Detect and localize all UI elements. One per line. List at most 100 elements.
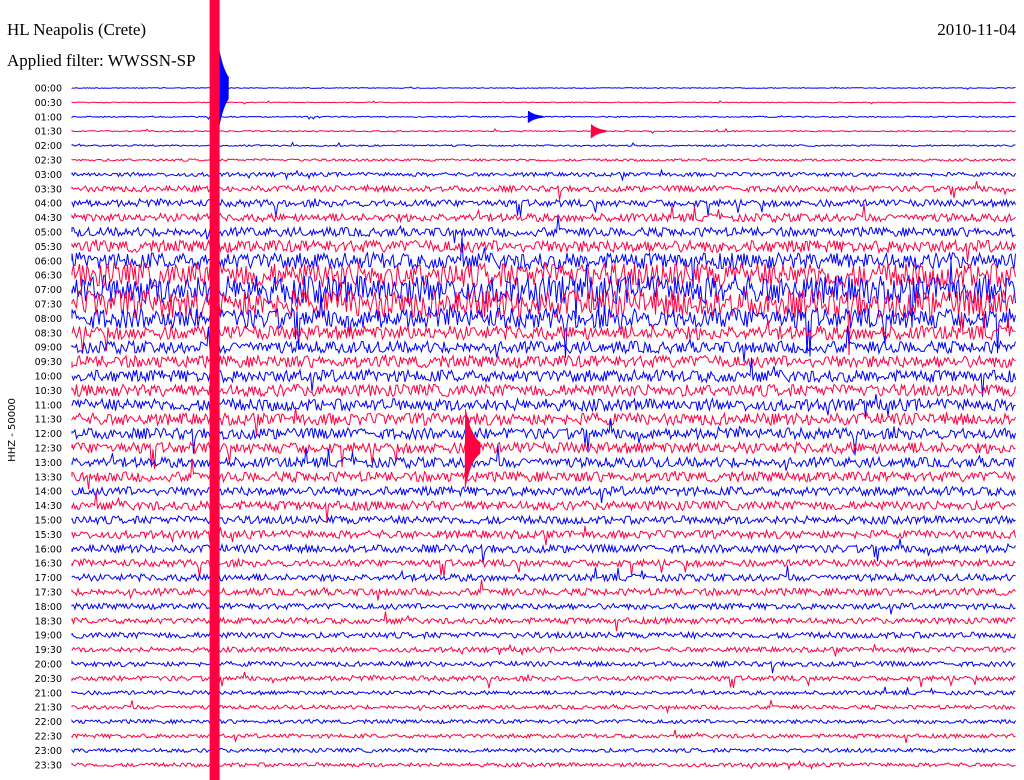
time-label: 18:30 <box>35 616 62 627</box>
trace-line <box>71 729 1016 744</box>
trace-line <box>71 538 1016 564</box>
trace-line <box>71 491 1016 522</box>
time-label: 10:30 <box>35 386 62 397</box>
time-label: 09:00 <box>35 343 62 354</box>
time-label: 20:30 <box>35 674 62 685</box>
time-label: 00:30 <box>35 98 62 109</box>
time-label: 05:00 <box>35 228 62 239</box>
big-event-band <box>209 0 220 780</box>
trace-line <box>71 394 1016 418</box>
trace-line <box>71 419 1016 456</box>
time-label: 12:00 <box>35 429 62 440</box>
time-label: 13:30 <box>35 472 62 483</box>
trace-line <box>71 325 1016 362</box>
trace-line <box>71 671 1016 689</box>
time-label: 08:00 <box>35 314 62 325</box>
trace-line <box>71 565 1016 583</box>
event-burst <box>590 124 607 139</box>
time-label-group: 00:00 00:30 01:00 01:30 02:00 02:30 03:00 03:30… <box>35 84 62 772</box>
trace-line <box>71 747 1016 754</box>
trace-line <box>71 181 1016 200</box>
time-label: 16:00 <box>35 544 62 555</box>
trace-line <box>71 440 1016 469</box>
trace-line <box>71 630 1016 640</box>
time-label: 06:30 <box>35 271 62 282</box>
trace-line <box>71 197 1016 218</box>
trace-line <box>71 406 1016 436</box>
time-label: 21:00 <box>35 688 62 699</box>
time-label: 10:00 <box>35 372 62 383</box>
trace-line <box>71 459 1016 490</box>
trace-line <box>71 579 1016 601</box>
trace-line <box>71 357 1016 397</box>
trace-line <box>71 699 1016 715</box>
time-label: 18:00 <box>35 602 62 613</box>
trace-line <box>71 203 1016 224</box>
event-burst <box>464 409 481 489</box>
trace-line <box>71 238 1016 263</box>
trace-line <box>71 236 1016 289</box>
trace-line <box>71 525 1016 546</box>
trace-line <box>71 659 1016 674</box>
time-label: 20:00 <box>35 660 62 671</box>
trace-line <box>71 312 1016 353</box>
time-label: 12:30 <box>35 444 62 455</box>
trace-line <box>71 445 1016 471</box>
trace-line <box>71 353 1016 369</box>
time-label: 19:30 <box>35 645 62 656</box>
trace-line <box>71 259 1016 328</box>
time-label: 14:30 <box>35 501 62 512</box>
event-burst <box>527 110 544 123</box>
time-label: 13:00 <box>35 458 62 469</box>
date-label: 2010-11-04 <box>937 20 1016 39</box>
trace-line <box>71 215 1016 244</box>
trace-line <box>71 514 1016 526</box>
time-label: 17:30 <box>35 588 62 599</box>
trace-line <box>71 484 1016 504</box>
trace-line <box>71 127 1016 135</box>
time-label: 14:00 <box>35 487 62 498</box>
time-label: 22:00 <box>35 717 62 728</box>
trace-line <box>71 157 1016 163</box>
trace-line <box>71 100 1016 105</box>
time-label: 02:00 <box>35 141 62 152</box>
trace-line <box>71 557 1016 578</box>
time-label: 16:30 <box>35 559 62 570</box>
trace-line <box>71 611 1016 632</box>
time-label: 07:30 <box>35 300 62 311</box>
y-axis-label: HHZ - 50000 <box>7 398 18 462</box>
time-label: 22:30 <box>35 732 62 743</box>
trace-line <box>71 759 1016 771</box>
time-label: 17:00 <box>35 573 62 584</box>
time-label: 11:30 <box>35 415 62 426</box>
time-label: 05:30 <box>35 242 62 253</box>
time-label: 07:00 <box>35 285 62 296</box>
trace-line <box>71 141 1016 148</box>
time-label: 01:00 <box>35 112 62 123</box>
trace-line <box>71 686 1016 697</box>
trace-line <box>71 643 1016 657</box>
time-label: 04:30 <box>35 213 62 224</box>
time-label: 03:00 <box>35 170 62 181</box>
time-label: 21:30 <box>35 703 62 714</box>
time-label: 06:00 <box>35 256 62 267</box>
time-label: 09:30 <box>35 357 62 368</box>
time-label: 03:30 <box>35 184 62 195</box>
trace-line <box>71 292 1016 358</box>
station-title: HL Neapolis (Crete) <box>7 20 147 39</box>
trace-line <box>71 602 1016 615</box>
time-label: 04:00 <box>35 199 62 210</box>
time-label: 00:00 <box>35 84 62 95</box>
time-label: 11:00 <box>35 400 62 411</box>
time-label: 01:30 <box>35 127 62 138</box>
time-label: 15:00 <box>35 516 62 527</box>
trace-group <box>71 0 1016 780</box>
trace-line <box>71 382 1016 398</box>
time-label: 23:00 <box>35 746 62 757</box>
filter-label: Applied filter: WWSSN-SP <box>7 51 196 70</box>
time-label: 08:30 <box>35 328 62 339</box>
trace-line <box>71 168 1016 182</box>
trace-line <box>71 287 1016 356</box>
time-label: 15:30 <box>35 530 62 541</box>
